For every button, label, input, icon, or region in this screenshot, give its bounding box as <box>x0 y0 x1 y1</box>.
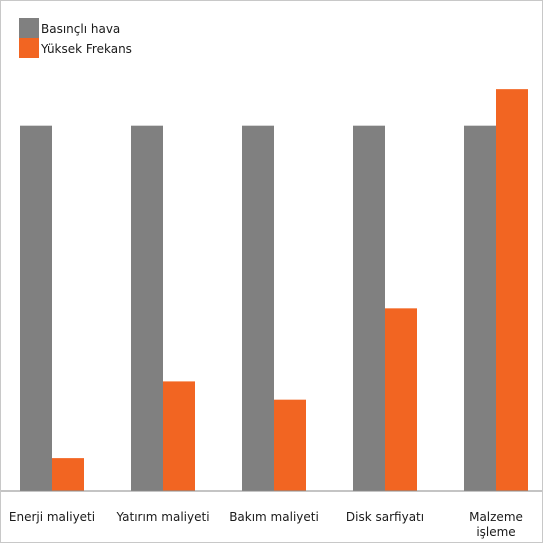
bar-basincli-hava-malzeme-isleme <box>464 125 496 491</box>
x-tick-label-disk-sarfiyati: Disk sarfiyatı <box>346 510 424 524</box>
bar-yuksek-frekans-yatirim-maliyeti <box>163 381 195 491</box>
bar-yuksek-frekans-disk-sarfiyati <box>385 308 417 491</box>
legend-swatch-basincli-hava <box>19 18 39 38</box>
bar-basincli-hava-disk-sarfiyati <box>353 125 385 491</box>
chart-legend: Basınçlı hava Yüksek Frekans <box>19 18 132 58</box>
x-tick-label-yatirim-maliyeti: Yatırım maliyeti <box>115 510 209 524</box>
bar-yuksek-frekans-bakim-maliyeti <box>274 399 306 491</box>
bar-basincli-hava-yatirim-maliyeti <box>131 125 163 491</box>
x-tick-label-enerji-maliyeti: Enerji maliyeti <box>9 510 95 524</box>
x-axis-labels: Enerji maliyeti Yatırım maliyeti Bakım mal… <box>9 510 523 539</box>
bar-yuksek-frekans-enerji-maliyeti <box>52 458 84 491</box>
bar-yuksek-frekans-malzeme-isleme <box>496 89 528 491</box>
x-tick-label-bakim-maliyeti: Bakım maliyeti <box>229 510 319 524</box>
bar-basincli-hava-enerji-maliyeti <box>20 125 52 491</box>
legend-swatch-yuksek-frekans <box>19 38 39 58</box>
legend-label-yuksek-frekans: Yüksek Frekans <box>40 42 132 56</box>
legend-label-basincli-hava: Basınçlı hava <box>41 22 120 36</box>
x-tick-label-malzeme-isleme: Malzeme işleme <box>469 510 523 539</box>
bar-basincli-hava-bakim-maliyeti <box>242 125 274 491</box>
bars-group <box>20 89 528 491</box>
